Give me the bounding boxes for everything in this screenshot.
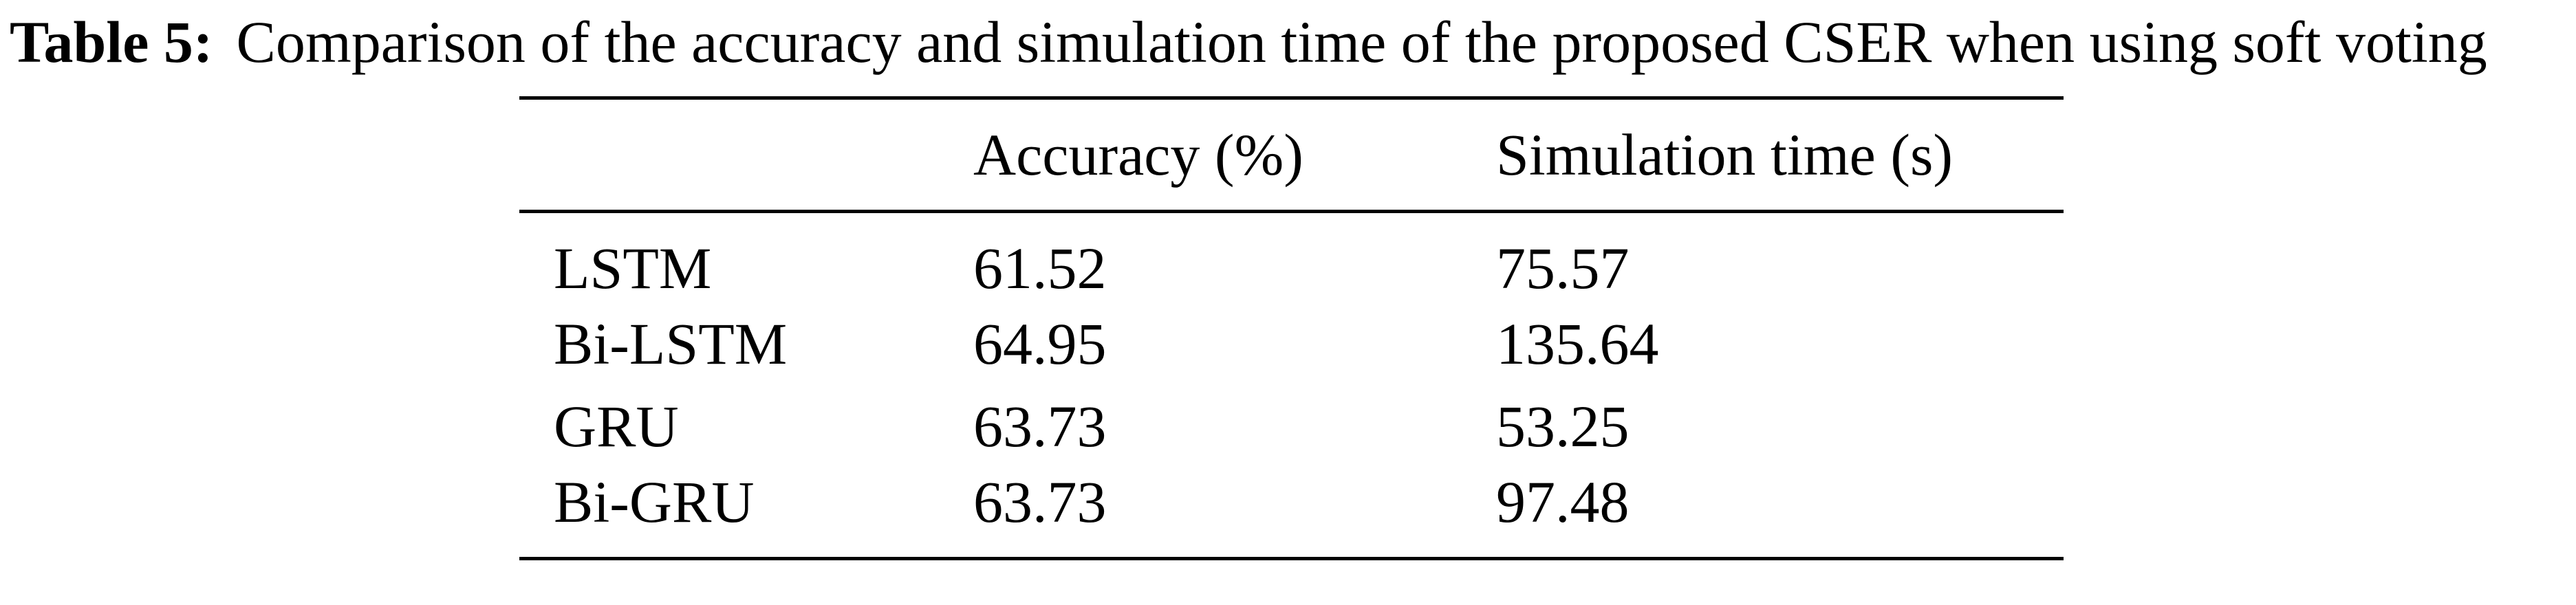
table-body: LSTM 61.52 75.57 Bi-LSTM 64.95 135.64 GR… [519, 212, 2064, 559]
table-caption: Table 5: Comparison of the accuracy and s… [10, 4, 2568, 80]
header-model [519, 98, 973, 212]
results-table-container: Accuracy (%) Simulation time (s) LSTM 61… [519, 96, 2064, 560]
cell-model: Bi-LSTM [554, 311, 788, 377]
cell-accuracy: 64.95 [973, 311, 1107, 377]
table-header-row: Accuracy (%) Simulation time (s) [519, 98, 2064, 212]
header-accuracy: Accuracy (%) [973, 122, 1303, 188]
table-row: LSTM 61.52 75.57 [519, 212, 2064, 303]
table-caption-text: Comparison of the accuracy and simulatio… [236, 9, 2487, 75]
table-header: Accuracy (%) Simulation time (s) [519, 98, 2064, 212]
table-row: GRU 63.73 53.25 [519, 385, 2064, 468]
table-row: Bi-GRU 63.73 97.48 [519, 468, 2064, 559]
table-caption-label: Table 5: [10, 9, 213, 75]
header-simulation-time: Simulation time (s) [1496, 122, 1953, 188]
cell-model: GRU [554, 393, 679, 459]
cell-accuracy: 61.52 [973, 235, 1107, 301]
cell-accuracy: 63.73 [973, 393, 1107, 459]
cell-simulation-time: 75.57 [1496, 235, 1630, 301]
table-row: Bi-LSTM 64.95 135.64 [519, 302, 2064, 385]
results-table: Accuracy (%) Simulation time (s) LSTM 61… [519, 96, 2064, 560]
cell-model: LSTM [554, 235, 712, 301]
cell-accuracy: 63.73 [973, 469, 1107, 535]
cell-simulation-time: 97.48 [1496, 469, 1630, 535]
cell-simulation-time: 53.25 [1496, 393, 1630, 459]
cell-model: Bi-GRU [554, 469, 755, 535]
cell-simulation-time: 135.64 [1496, 311, 1659, 377]
